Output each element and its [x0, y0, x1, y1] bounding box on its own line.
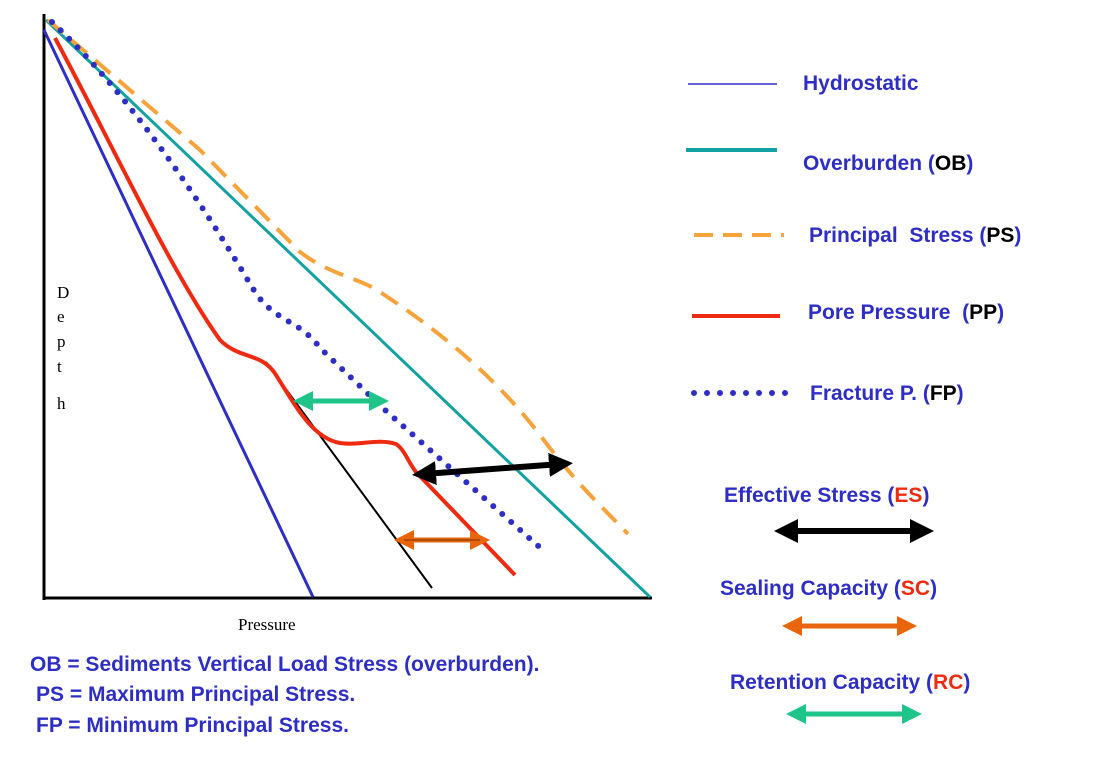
hydrostatic-line	[42, 29, 315, 598]
note-ob: OB = Sediments Vertical Load Stress (ove…	[30, 653, 539, 676]
legend-retention-capacity-label: Retention Capacity (RC)	[730, 671, 970, 694]
legend-overburden-label: Overburden (OB)	[803, 152, 973, 175]
overburden-line	[44, 18, 652, 599]
svg-text:t: t	[57, 357, 62, 376]
note-fp: FP = Minimum Principal Stress.	[36, 714, 349, 737]
legend-pore-pressure-label: Pore Pressure (PP)	[808, 301, 1004, 324]
legend-hydrostatic-label: Hydrostatic	[803, 72, 919, 95]
pore-pressure-curve	[53, 37, 517, 577]
svg-text:D: D	[57, 283, 69, 302]
legend-principal-stress-label: Principal Stress (PS)	[809, 224, 1021, 247]
legend-fracture-label: Fracture P. (FP)	[810, 382, 964, 405]
legend-sealing-capacity-label: Sealing Capacity (SC)	[720, 577, 937, 600]
principal-stress-curve	[46, 18, 630, 536]
svg-text:e: e	[57, 307, 65, 326]
y-axis-title: D e p t h	[57, 283, 69, 413]
svg-text:p: p	[57, 332, 66, 351]
note-ps: PS = Maximum Principal Stress.	[36, 683, 355, 706]
effective-stress-arrow	[412, 452, 573, 486]
x-axis-title: Pressure	[238, 615, 296, 634]
legend-effective-stress-label: Effective Stress (ES)	[724, 484, 929, 507]
svg-text:h: h	[57, 394, 66, 413]
fracture-pressure-curve	[49, 19, 548, 555]
